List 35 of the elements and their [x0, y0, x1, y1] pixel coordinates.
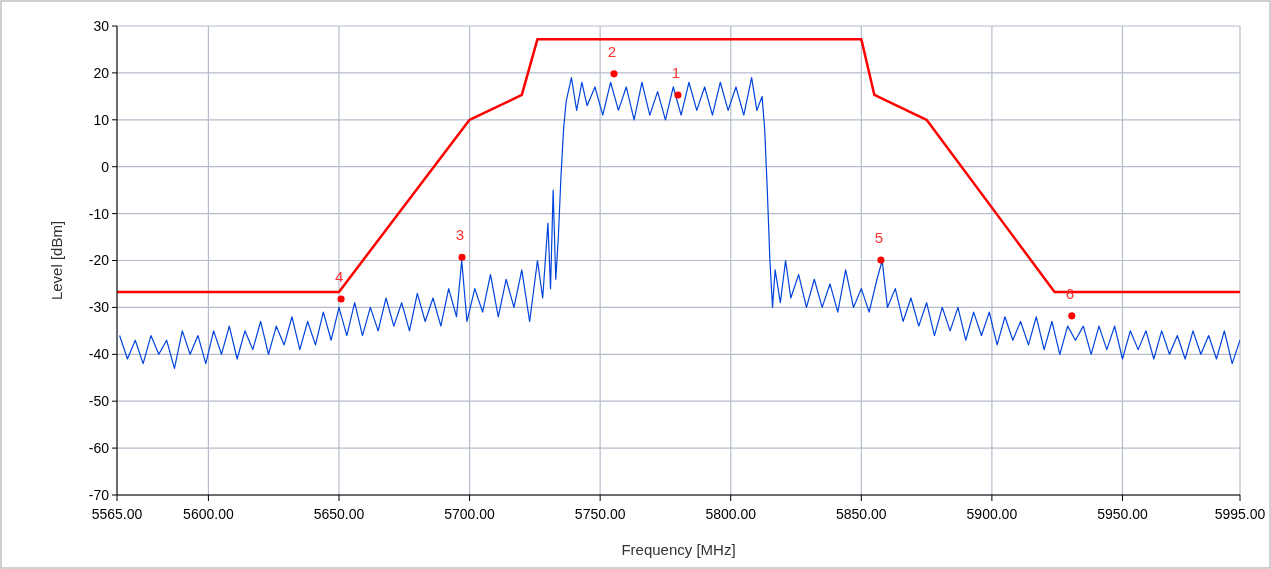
- y-tick-label: -60: [88, 440, 110, 456]
- annotation: 2: [607, 42, 617, 60]
- y-tick-label: -50: [88, 393, 110, 410]
- annotation: 4: [334, 267, 344, 285]
- y-tick-label: -20: [88, 252, 110, 269]
- line-series: [119, 76, 1240, 369]
- y-tick-label: 30: [93, 17, 110, 34]
- y-tick-label: 0: [101, 158, 110, 175]
- y-tick-label: -10: [88, 205, 110, 222]
- annotation: 1: [671, 63, 681, 81]
- annotation: 3: [455, 226, 465, 244]
- x-axis-title: Frequency [MHz]: [621, 541, 736, 558]
- y-tick-label: -40: [88, 346, 110, 363]
- y-tick-label: 10: [93, 111, 110, 128]
- point: [610, 70, 618, 78]
- y-tick-label: -30: [88, 299, 110, 316]
- point: [877, 256, 885, 264]
- x-tick-label: 5565.00: [91, 506, 143, 522]
- x-tick-label: 5600.00: [183, 506, 234, 522]
- point: [1068, 312, 1076, 320]
- y-axis-title: Level [dBm]: [48, 220, 65, 301]
- y-tick-label: 20: [93, 64, 110, 81]
- x-tick-label: 5950.00: [1097, 506, 1148, 522]
- y-tick-label: -70: [88, 486, 110, 503]
- x-tick-label: 5650.00: [313, 506, 365, 522]
- x-tick-label: 5900.00: [966, 506, 1018, 522]
- point: [674, 91, 682, 99]
- x-tick-label: 5700.00: [444, 506, 496, 522]
- annotation: 5: [874, 229, 884, 247]
- point: [337, 295, 345, 303]
- x-tick-label: 5750.00: [574, 506, 626, 522]
- x-tick-label: 5995.00: [1214, 506, 1266, 522]
- x-tick-label: 5850.00: [836, 506, 887, 522]
- x-tick-label: 5800.00: [705, 506, 757, 522]
- point: [458, 253, 466, 261]
